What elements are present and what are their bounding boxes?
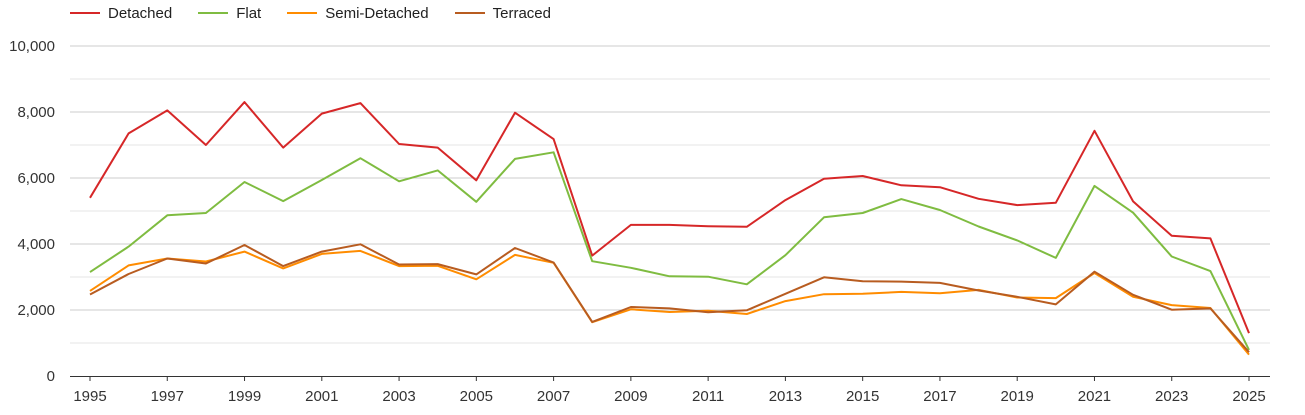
legend-item-detached[interactable]: Detached: [70, 5, 172, 22]
x-tick-label: 2001: [305, 388, 338, 405]
series-line-semi-detached: [89, 249, 1250, 356]
y-tick-labels: 0 2,000 4,000 6,000 8,000 10,000: [9, 38, 55, 385]
x-tick-label: 2011: [692, 388, 724, 405]
x-tick-label: 2015: [846, 388, 879, 405]
legend-label: Flat: [236, 4, 262, 22]
legend-label: Terraced: [492, 4, 551, 22]
legend-label: Detached: [108, 4, 173, 22]
x-tick-label: 2005: [460, 388, 493, 405]
legend-swatch: [287, 12, 318, 14]
x-tick-label: 2025: [1232, 388, 1265, 405]
x-tick-label: 2019: [1001, 388, 1034, 405]
legend: Detached Flat Semi-Detached Terraced: [70, 2, 577, 24]
grid-lines: [70, 45, 1270, 344]
legend-swatch: [70, 12, 100, 14]
x-tick-label: 1999: [228, 388, 261, 405]
x-tick-label: 2013: [769, 388, 802, 405]
y-tick-label: 2,000: [17, 302, 55, 319]
legend-item-semi-detached[interactable]: Semi-Detached: [287, 4, 429, 22]
y-tick-label: 8,000: [17, 104, 55, 121]
x-tick-label: 2023: [1155, 388, 1188, 405]
series-line-detached: [89, 101, 1250, 334]
legend-swatch: [198, 12, 229, 14]
y-tick-label: 4,000: [17, 236, 55, 253]
series-line-terraced: [89, 243, 1250, 353]
series-line-flat: [89, 151, 1250, 351]
x-tick-label: 2009: [614, 388, 647, 405]
y-tick-label: 10,000: [9, 38, 55, 55]
x-tick-label: 2003: [382, 388, 415, 405]
x-tick-labels: 1995 1997 1999 2001 2003 2005 2007 2009 2011 2013…: [73, 376, 1266, 405]
legend-item-flat[interactable]: Flat: [198, 5, 261, 22]
x-tick-label: 2021: [1078, 388, 1111, 405]
legend-label: Semi-Detached: [325, 4, 429, 22]
legend-item-terraced[interactable]: Terraced: [454, 4, 551, 22]
x-tick-label: 2007: [537, 388, 570, 405]
x-tick-label: 1997: [151, 388, 184, 405]
y-tick-label: 6,000: [17, 170, 55, 187]
legend-swatch: [454, 12, 485, 14]
x-tick-label: 1995: [73, 388, 106, 405]
x-tick-label: 2017: [923, 388, 956, 405]
y-tick-label: 0: [47, 368, 55, 385]
